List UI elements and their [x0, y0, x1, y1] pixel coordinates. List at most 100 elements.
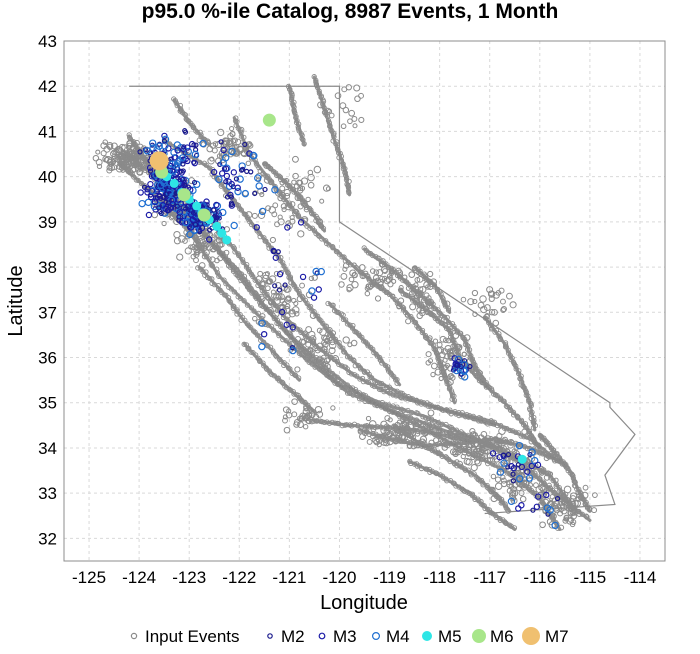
input-event-point — [432, 306, 439, 312]
m4-event-point — [165, 189, 174, 198]
input-event-point — [244, 261, 250, 268]
m2-event-point — [527, 451, 533, 458]
input-event-point — [544, 441, 550, 447]
input-event-point — [221, 137, 230, 145]
input-event-point — [543, 474, 551, 481]
input-event-point — [351, 115, 358, 122]
input-event-point — [127, 159, 135, 167]
m2-event-point — [147, 168, 154, 174]
input-event-point — [470, 450, 478, 458]
input-event-point — [536, 476, 543, 482]
input-event-point — [476, 369, 482, 375]
input-event-point — [267, 370, 273, 376]
input-event-point — [418, 399, 424, 405]
input-event-point — [242, 279, 248, 286]
input-event-point — [229, 131, 236, 138]
input-event-point — [302, 424, 309, 430]
input-event-point — [291, 411, 298, 418]
m4-event-point — [289, 346, 297, 355]
input-event-point — [355, 423, 361, 429]
input-event-point — [560, 499, 568, 506]
input-event-point — [430, 278, 438, 286]
input-event-point — [395, 406, 401, 412]
input-event-point — [250, 273, 256, 280]
input-event-point — [358, 92, 364, 99]
legend-label: M2 — [281, 627, 305, 646]
input-event-point — [435, 405, 441, 411]
input-event-point — [136, 159, 142, 165]
input-event-point — [242, 317, 248, 323]
input-event-point — [342, 266, 348, 272]
input-event-point — [592, 492, 598, 499]
m3-event-point — [195, 226, 202, 233]
m2-event-point — [192, 221, 199, 228]
input-event-point — [428, 416, 435, 422]
input-event-point — [531, 436, 537, 443]
input-event-point — [230, 266, 237, 273]
input-event-point — [358, 116, 365, 124]
legend-marker — [267, 633, 273, 639]
m4-event-point — [515, 441, 524, 450]
input-event-point — [106, 164, 113, 171]
m3-event-point — [534, 493, 542, 500]
plot-area — [92, 74, 636, 531]
input-event-point — [429, 422, 436, 429]
input-event-point — [255, 293, 261, 299]
input-event-point — [305, 196, 311, 203]
m4-event-point — [255, 182, 263, 190]
input-event-point — [575, 489, 581, 495]
input-event-point — [303, 206, 310, 213]
input-event-point — [574, 486, 580, 492]
input-event-point — [390, 409, 396, 415]
m4-event-point — [178, 154, 187, 162]
m2-event-point — [244, 168, 250, 174]
input-event-point — [513, 363, 519, 369]
y-tick-label: 39 — [38, 213, 57, 232]
m2-event-point — [156, 205, 162, 211]
input-event-point — [268, 298, 276, 306]
input-event-point — [312, 364, 318, 370]
input-event-point — [378, 357, 384, 364]
input-event-point — [344, 321, 351, 327]
input-event-point — [423, 281, 430, 289]
input-event-point — [257, 270, 264, 277]
legend-item-m7: M7 — [522, 627, 569, 646]
input-event-point — [477, 376, 483, 382]
input-event-point — [292, 155, 299, 163]
input-event-point — [435, 318, 442, 324]
m2-event-point — [161, 138, 168, 144]
m3-event-point — [222, 165, 230, 172]
input-event-point — [413, 282, 419, 288]
input-event-point — [280, 336, 286, 343]
state-border — [129, 85, 636, 515]
legend-marker — [372, 631, 381, 640]
input-event-point — [308, 330, 316, 339]
input-event-point — [320, 225, 327, 232]
input-event-point — [461, 351, 467, 358]
input-event-point — [399, 304, 406, 310]
input-event-point — [251, 212, 258, 219]
m3-event-point — [276, 270, 284, 278]
input-event-point — [396, 269, 404, 277]
input-event-point — [231, 289, 238, 295]
input-event-point — [173, 230, 181, 239]
input-event-point — [582, 484, 589, 491]
input-event-point — [481, 503, 487, 509]
input-event-point — [325, 186, 331, 192]
input-event-point — [427, 358, 433, 364]
input-event-point — [184, 247, 192, 255]
m4-event-point — [507, 497, 516, 506]
input-event-point — [330, 374, 338, 381]
y-tick-label: 36 — [38, 349, 57, 368]
input-event-point — [316, 359, 323, 366]
input-event-point — [218, 183, 224, 189]
input-event-point — [443, 421, 449, 428]
input-event-point — [488, 488, 494, 494]
m3-event-point — [173, 169, 181, 176]
input-event-point — [462, 467, 469, 473]
x-tick-label: -124 — [122, 568, 156, 587]
m2-event-point — [137, 149, 143, 155]
input-event-point — [168, 215, 175, 221]
input-event-point — [487, 290, 496, 298]
input-event-point — [383, 261, 389, 267]
